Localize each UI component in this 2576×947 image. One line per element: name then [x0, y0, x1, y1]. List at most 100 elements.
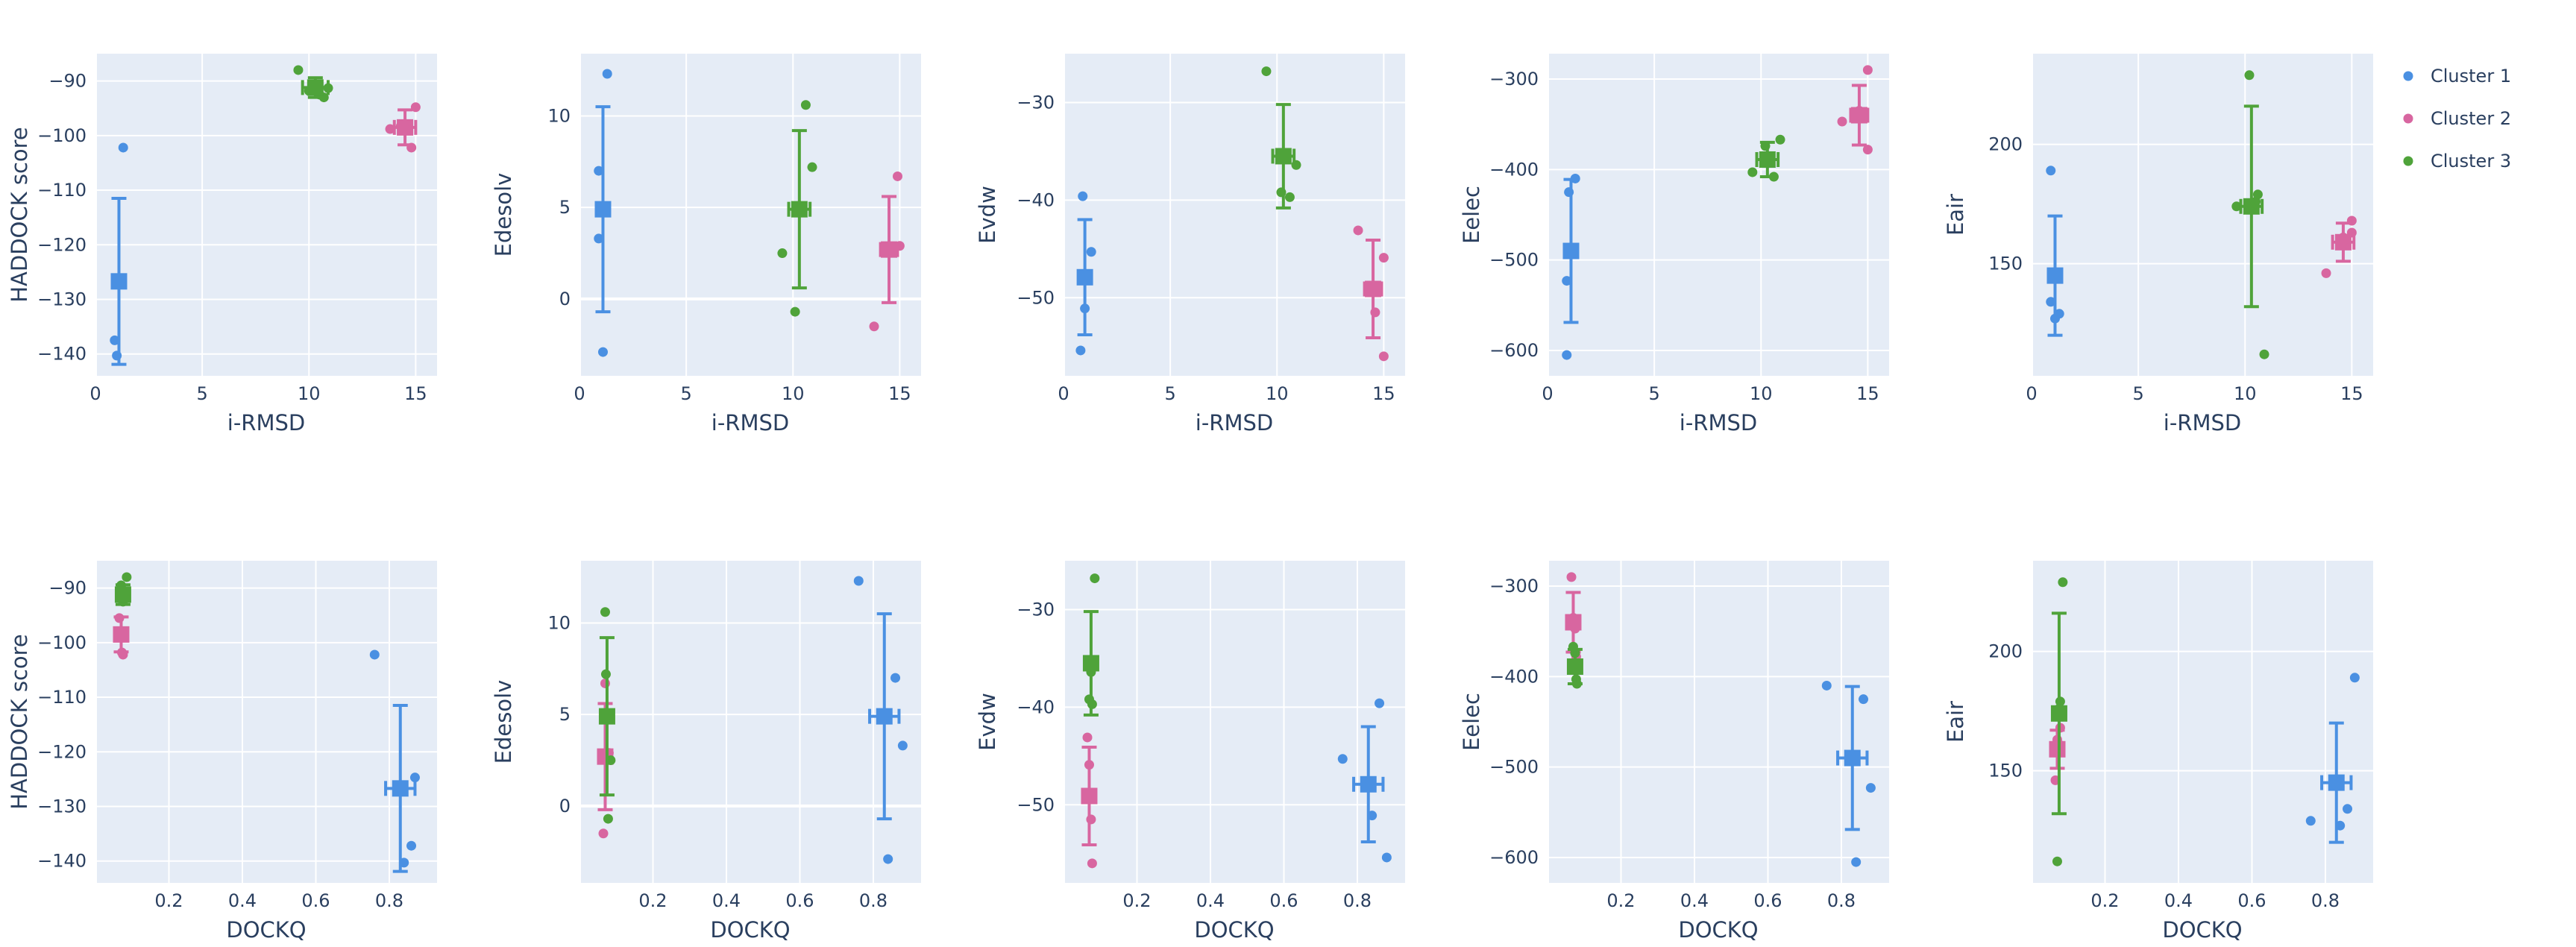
panel-1-cluster-3-mean-marker [307, 79, 324, 96]
panel-6-cluster-3-mean-marker [114, 586, 131, 603]
panel-9-y-tick-label: −500 [1489, 757, 1539, 778]
panel-8-x-tick-label: 0.4 [1196, 890, 1225, 911]
panel-7-y-tick-label: 10 [547, 612, 571, 633]
panel-3-y-axis-title: Evdw [975, 186, 1000, 244]
panel-1-cluster-1-point [110, 335, 120, 345]
panel-4-cluster-2-point [1862, 145, 1873, 155]
panel-9-y-axis-title: Eelec [1459, 693, 1484, 751]
panel-7-y-axis-title: Edesolv [491, 680, 516, 764]
panel-2-cluster-1-point [602, 69, 612, 79]
panel-2-cluster-3-point [800, 100, 811, 110]
panel-3-cluster-3-mean-marker [1275, 148, 1292, 165]
panel-10-x-tick-label: 0.6 [2237, 890, 2266, 911]
panel-4-cluster-1-mean-marker [1562, 242, 1580, 259]
panel-4-x-tick-label: 10 [1750, 383, 1773, 404]
panel-10-y-tick-label: 150 [1988, 761, 2023, 781]
panel-2-y-tick-label: 0 [559, 289, 571, 309]
panel-4-plot-area [1548, 54, 1889, 376]
panel-5-y-axis-title: Eair [1943, 194, 1968, 236]
panel-9-x-tick-label: 0.6 [1753, 890, 1782, 911]
panel-2-cluster-2-mean-marker [881, 241, 898, 258]
panel-6-y-axis-title: HADDOCK score [7, 634, 32, 810]
panel-8-y-tick-label: −50 [1017, 794, 1055, 815]
panel-5-y-tick-label: 150 [1988, 254, 2023, 274]
panel-7-y-tick-label: 5 [559, 704, 571, 725]
panel-10-cluster-3-point [2058, 577, 2068, 588]
panel-2-cluster-1-mean-marker [594, 201, 612, 218]
panel-7-y-tick-label: 0 [559, 796, 571, 817]
panel-5-cluster-1-point [2046, 297, 2056, 307]
panel-5-cluster-2-point [2321, 268, 2331, 278]
panel-7-cluster-2-point [598, 828, 609, 839]
panel-3-x-tick-label: 5 [1164, 383, 1175, 404]
panel-2-x-tick-label: 5 [680, 383, 691, 404]
panel-2-y-tick-label: 10 [547, 105, 571, 126]
panel-7-x-axis-title: DOCKQ [710, 917, 790, 943]
panel-3-cluster-2-point [1353, 225, 1363, 236]
panel-8-x-tick-label: 0.6 [1269, 890, 1298, 911]
panel-9-cluster-3-mean-marker [1566, 658, 1583, 675]
panel-1-y-tick-label: −90 [48, 71, 87, 92]
panel-6-y-tick-label: −140 [37, 851, 87, 872]
panel-4-cluster-1-point [1562, 276, 1572, 286]
panel-3-cluster-1-mean-marker [1076, 268, 1093, 286]
panel-6-cluster-1-point [406, 840, 417, 851]
panel-3-x-tick-label: 15 [1372, 383, 1395, 404]
panel-9-x-tick-label: 0.4 [1680, 890, 1709, 911]
panel-6-cluster-1-point [369, 649, 380, 660]
legend-label-1: Cluster 1 [2431, 66, 2511, 86]
panel-7-cluster-1-point [883, 854, 893, 864]
panel-4-cluster-1-point [1562, 350, 1572, 360]
panel-4-cluster-3-point [1775, 134, 1785, 145]
panel-4-y-tick-label: −400 [1489, 159, 1539, 180]
panel-8-cluster-2-point [1082, 732, 1093, 743]
panel-6-cluster-3-point [122, 572, 132, 582]
panel-5-x-tick-label: 10 [2234, 383, 2257, 404]
panel-8-cluster-1-point [1337, 754, 1348, 764]
panel-6-plot-area [95, 561, 437, 883]
panel-2-cluster-1-point [594, 233, 604, 244]
panel-2-plot-area [579, 54, 921, 376]
panel-4-x-tick-label: 0 [1542, 383, 1553, 404]
panel-2-cluster-1-point [597, 347, 608, 357]
legend-label-3: Cluster 3 [2431, 151, 2511, 172]
panel-6-y-tick-label: −90 [48, 578, 87, 599]
panel-7-x-tick-label: 0.2 [638, 890, 667, 911]
panel-9-cluster-2-point [1566, 572, 1577, 582]
panel-7-x-tick-label: 0.4 [712, 890, 741, 911]
panel-5-cluster-1-point [2054, 309, 2064, 319]
panel-8-y-axis-title: Evdw [975, 693, 1000, 751]
panel-2-cluster-3-point [790, 306, 800, 317]
panel-5-cluster-1-mean-marker [2046, 267, 2064, 284]
panel-3-x-tick-label: 10 [1266, 383, 1289, 404]
panel-5-x-tick-label: 15 [2340, 383, 2363, 404]
panel-2-x-tick-label: 10 [782, 383, 805, 404]
panel-10-cluster-2-mean-marker [2049, 740, 2066, 758]
panel-6-cluster-1-point [409, 773, 420, 783]
panel-8-cluster-1-point [1375, 698, 1385, 708]
panel-4-y-tick-label: −600 [1489, 340, 1539, 361]
panel-9-y-tick-label: −400 [1489, 666, 1539, 687]
legend-marker-2 [2403, 113, 2413, 124]
panel-3-cluster-3-point [1261, 66, 1272, 77]
panel-1-y-axis-title: HADDOCK score [7, 127, 32, 303]
panel-10-cluster-1-mean-marker [2328, 774, 2345, 791]
panel-3-x-tick-label: 0 [1058, 383, 1069, 404]
panel-10-x-axis-title: DOCKQ [2162, 917, 2242, 943]
panel-6-x-tick-label: 0.6 [301, 890, 330, 911]
panel-5-cluster-1-point [2046, 166, 2056, 176]
panel-6-y-tick-label: −100 [37, 632, 87, 653]
panel-3-cluster-2-mean-marker [1365, 280, 1382, 298]
panel-5-cluster-3-point [2259, 349, 2269, 359]
panel-1-x-tick-label: 0 [89, 383, 101, 404]
panel-5-cluster-2-mean-marker [2334, 233, 2352, 251]
panel-8-cluster-2-mean-marker [1081, 787, 1098, 805]
panel-9-y-tick-label: −600 [1489, 847, 1539, 868]
panel-1-y-tick-label: −130 [37, 289, 87, 309]
panel-9-x-tick-label: 0.2 [1606, 890, 1635, 911]
panel-3-cluster-1-point [1086, 247, 1096, 257]
panel-1-cluster-1-mean-marker [110, 273, 128, 290]
panel-7-plot-area [579, 561, 921, 883]
panel-1-y-tick-label: −110 [37, 180, 87, 201]
